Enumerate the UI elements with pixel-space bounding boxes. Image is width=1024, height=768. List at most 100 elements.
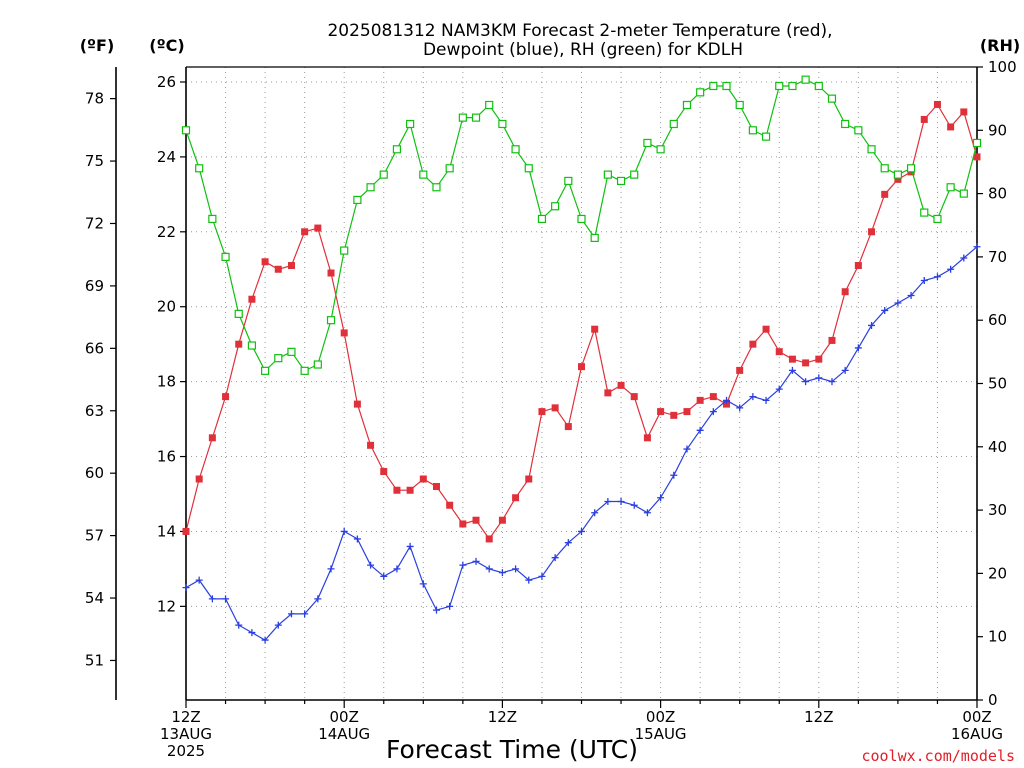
- rh-point: [313, 360, 322, 369]
- temperature-point: [578, 363, 585, 371]
- celsius-tick-label: 26: [157, 73, 176, 91]
- rh-point: [709, 81, 718, 91]
- rh-point: [603, 170, 612, 179]
- dewpoint-point: [235, 621, 243, 629]
- dewpoint-point: [894, 299, 902, 307]
- rh-point: [181, 126, 191, 135]
- temperature-point: [314, 224, 322, 232]
- dewpoint-point: [802, 378, 810, 386]
- celsius-axis: 12 14 16 18 20 22 24 26: [157, 73, 186, 615]
- dewpoint-point: [327, 565, 335, 573]
- fahrenheit-axis: 51 54 57 60 63 66 69 72 75 78: [85, 90, 116, 669]
- rh-tick-label: 60: [988, 311, 1007, 329]
- dewpoint-point: [762, 396, 770, 404]
- rh-point: [458, 113, 467, 122]
- dewpoint-point: [222, 595, 230, 603]
- dewpoint-point: [933, 273, 941, 281]
- rh-point: [261, 366, 270, 375]
- rh-point: [406, 119, 415, 129]
- time-tick-label: 13AUG: [160, 725, 212, 743]
- rh-point: [340, 246, 349, 255]
- dewpoint-point: [854, 344, 862, 352]
- dewpoint-point: [367, 561, 375, 569]
- rh-point: [353, 195, 362, 205]
- rh-point: [445, 164, 454, 173]
- temperature-point: [380, 468, 388, 476]
- rh-point: [471, 113, 481, 122]
- grid-lines: [186, 67, 977, 700]
- temperature-point: [828, 336, 836, 344]
- time-tick-label: 00Z: [646, 708, 675, 726]
- dewpoint-point: [617, 497, 625, 505]
- dewpoint-point: [287, 610, 295, 618]
- temperature-point: [591, 325, 599, 333]
- rh-tick-label: 90: [988, 121, 1007, 139]
- rh-point: [432, 183, 441, 192]
- dewpoint-point: [815, 374, 823, 382]
- rh-point: [959, 189, 968, 198]
- celsius-axis-unit: (ºC): [149, 36, 184, 55]
- dewpoint-point: [709, 408, 717, 416]
- temperature-point: [406, 486, 414, 494]
- rh-point: [419, 170, 428, 179]
- dewpoint-point: [578, 527, 585, 535]
- temperature-point: [749, 340, 757, 348]
- dewpoint-point: [788, 366, 796, 374]
- dewpoint-point: [419, 580, 427, 588]
- rh-point: [498, 119, 507, 129]
- temperature-point: [802, 359, 810, 367]
- credit-link[interactable]: coolwx.com/models: [861, 747, 1015, 765]
- time-tick-label: 14AUG: [318, 725, 370, 743]
- dewpoint-point: [670, 471, 678, 479]
- dewpoint-point: [340, 527, 348, 535]
- fahrenheit-tick-label: 69: [85, 277, 104, 295]
- rh-point: [722, 81, 731, 91]
- dewpoint-point: [564, 539, 572, 547]
- rh-tick-label: 20: [988, 564, 1007, 582]
- rh-point: [208, 214, 217, 224]
- rh-point: [906, 164, 916, 173]
- temperature-point: [551, 404, 559, 412]
- celsius-tick-label: 12: [157, 597, 176, 615]
- dewpoint-point: [920, 276, 928, 284]
- dewpoint-point: [195, 576, 203, 584]
- fahrenheit-tick-label: 66: [85, 339, 104, 357]
- dewpoint-point: [472, 557, 480, 565]
- temperature-point: [868, 228, 876, 236]
- rh-point: [247, 341, 257, 350]
- fahrenheit-tick-label: 54: [85, 589, 104, 607]
- rh-point: [616, 176, 626, 186]
- rh-tick-label: 80: [988, 185, 1007, 203]
- rh-point: [485, 100, 494, 110]
- temperature-point: [854, 262, 862, 270]
- temperature-point: [261, 258, 269, 266]
- dewpoint-point: [947, 265, 955, 273]
- temperature-point: [960, 108, 968, 116]
- rh-point: [920, 208, 929, 217]
- temperature-point: [222, 393, 230, 401]
- temperature-point: [525, 475, 533, 483]
- temperature-point: [617, 381, 625, 389]
- temperature-point: [512, 494, 520, 502]
- temperature-point: [604, 389, 612, 397]
- rh-point: [814, 81, 823, 91]
- dewpoint-point: [841, 366, 849, 374]
- temperature-point: [367, 441, 375, 449]
- time-tick-label: 2025: [167, 742, 205, 760]
- temperature-point: [446, 501, 454, 509]
- rh-point: [564, 176, 573, 186]
- temperature-line: [185, 103, 978, 540]
- rh-point: [366, 183, 375, 192]
- rh-point: [379, 170, 388, 179]
- rh-point: [696, 88, 705, 97]
- celsius-tick-label: 24: [157, 148, 176, 166]
- temperature-series: [182, 100, 981, 543]
- temperature-point: [208, 434, 216, 442]
- temperature-point: [248, 295, 256, 303]
- rh-point: [590, 233, 599, 243]
- rh-point: [669, 119, 678, 129]
- temperature-point: [393, 486, 401, 494]
- dewpoint-point: [630, 501, 638, 509]
- fahrenheit-tick-label: 57: [85, 527, 104, 545]
